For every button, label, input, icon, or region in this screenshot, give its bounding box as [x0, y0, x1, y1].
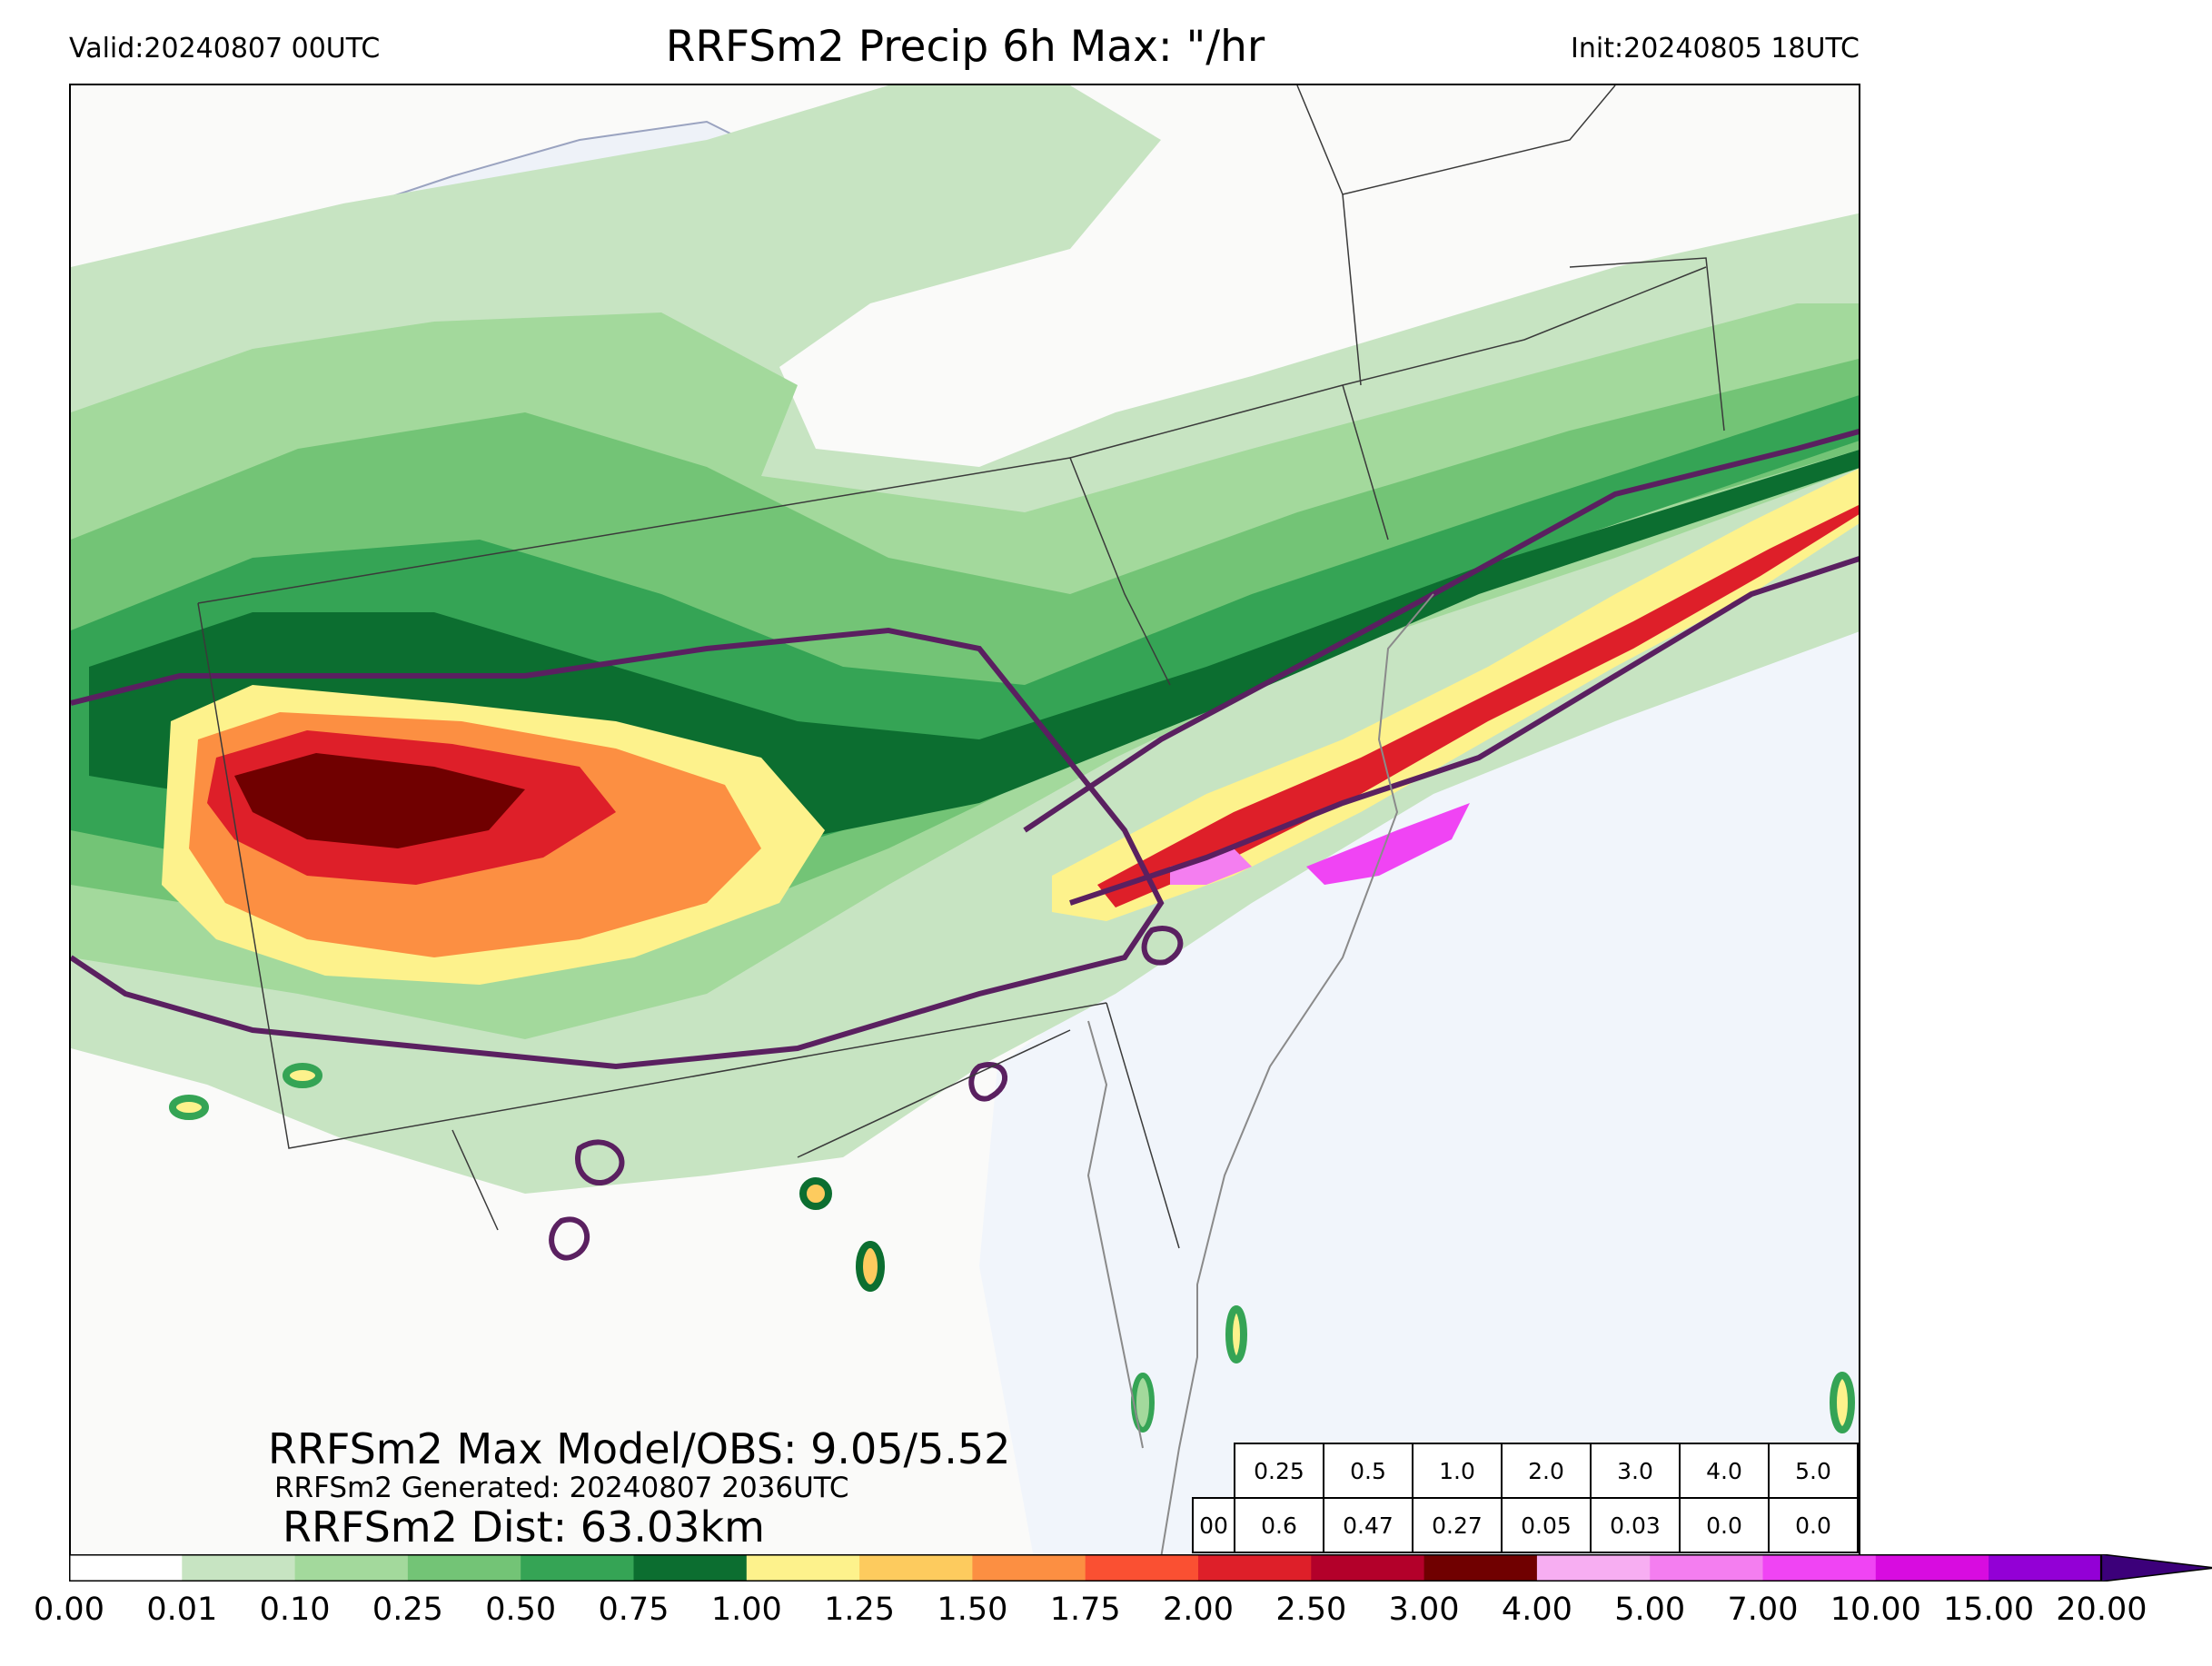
distance-label: RRFSm2 Dist: 63.03km	[283, 1502, 765, 1552]
colorbar-tick-label: 1.50	[937, 1592, 1008, 1628]
generated-label: RRFSm2 Generated: 20240807 2036UTC	[274, 1472, 849, 1504]
value-cell: 0.05	[1501, 1497, 1592, 1553]
colorbar	[69, 1554, 2212, 1582]
cell-4	[1131, 1373, 1155, 1433]
colorbar-segment	[182, 1554, 296, 1582]
cell-7	[283, 1063, 322, 1088]
colorbar-tick-label: 5.00	[1614, 1592, 1686, 1628]
core-east-red	[1097, 504, 1859, 907]
colorbar-segment	[1423, 1554, 1538, 1582]
colorbar-tick-label: 0.01	[146, 1592, 218, 1628]
colorbar-tick-label: 2.50	[1275, 1592, 1347, 1628]
cell-1	[856, 1241, 885, 1292]
colorbar-tick-label: 2.00	[1163, 1592, 1234, 1628]
value-cell: 0.6	[1234, 1497, 1324, 1553]
value-cell: 00	[1192, 1497, 1235, 1553]
max-model-obs-label: RRFSm2 Max Model/OBS: 9.05/5.52	[268, 1424, 1011, 1473]
threshold-cell: 2.0	[1501, 1443, 1592, 1499]
cell-2	[1225, 1305, 1247, 1364]
core-east-magenta-2	[1170, 848, 1252, 885]
colorbar-segment	[1875, 1554, 1989, 1582]
colorbar-segment	[972, 1554, 1086, 1582]
colorbar-tick-label: 10.00	[1830, 1592, 1921, 1628]
colorbar-tick-label: 1.25	[824, 1592, 896, 1628]
colorbar-segment	[859, 1554, 973, 1582]
value-cell: 0.03	[1590, 1497, 1681, 1553]
state-borders	[197, 85, 1725, 1249]
colorbar-segment	[69, 1554, 183, 1582]
colorbar-tick-label: 0.50	[485, 1592, 557, 1628]
colorbar-tick-label: 20.00	[2056, 1592, 2148, 1628]
colorbar-segment	[1198, 1554, 1312, 1582]
colorbar-segment	[1650, 1554, 1763, 1582]
core-west-dark	[234, 753, 525, 848]
map-title: RRFSm2 Precip 6h Max: "/hr	[665, 22, 1265, 72]
colorbar-segment	[1085, 1554, 1199, 1582]
colorbar-extend-arrow	[2100, 1554, 2212, 1582]
threshold-row: 0.25 0.5 1.0 2.0 3.0 4.0 5.0	[1234, 1443, 1859, 1499]
threshold-cell: 0.5	[1323, 1443, 1413, 1499]
cell-3	[1830, 1372, 1855, 1433]
threshold-cell: 4.0	[1679, 1443, 1770, 1499]
value-cell: 0.0	[1768, 1497, 1859, 1553]
cell-5	[799, 1177, 832, 1210]
value-cell: 0.47	[1323, 1497, 1413, 1553]
threshold-cell: 5.0	[1768, 1443, 1859, 1499]
threshold-cell: 1.0	[1412, 1443, 1503, 1499]
colorbar-tick-label: 0.10	[259, 1592, 331, 1628]
colorbar-tick-label: 1.75	[1049, 1592, 1121, 1628]
chesapeake-bay	[1086, 1020, 1144, 1449]
value-cell: 0.0	[1679, 1497, 1770, 1553]
colorbar-segment	[1762, 1554, 1877, 1582]
coastline	[1160, 593, 1434, 1554]
precip-map[interactable]	[69, 84, 1860, 1556]
cell-6	[169, 1095, 209, 1120]
colorbar-segment	[1311, 1554, 1425, 1582]
colorbar-segment	[1989, 1554, 2102, 1582]
colorbar-segment	[633, 1554, 748, 1582]
colorbar-segment	[746, 1554, 860, 1582]
colorbar-tick-label: 3.00	[1388, 1592, 1460, 1628]
map-canvas	[71, 85, 1859, 1554]
colorbar-tick-label: 0.00	[34, 1592, 104, 1628]
value-row: 00 0.6 0.47 0.27 0.05 0.03 0.0 0.0	[1192, 1497, 1859, 1553]
threshold-cell: 0.25	[1234, 1443, 1324, 1499]
init-time-label: Init:20240805 18UTC	[1571, 33, 1860, 64]
core-east-magenta	[1306, 803, 1470, 885]
value-cell: 0.27	[1412, 1497, 1503, 1553]
colorbar-segment	[294, 1554, 409, 1582]
colorbar-tick-label: 0.25	[372, 1592, 443, 1628]
colorbar-tick-label: 4.00	[1501, 1592, 1572, 1628]
valid-time-label: Valid:20240807 00UTC	[69, 33, 381, 64]
colorbar-tick-label: 1.00	[710, 1592, 782, 1628]
colorbar-tick-label: 15.00	[1942, 1592, 2035, 1628]
colorbar-tick-label: 7.00	[1727, 1592, 1799, 1628]
colorbar-segment	[521, 1554, 634, 1582]
colorbar-segment	[407, 1554, 521, 1582]
colorbar-segment	[1536, 1554, 1651, 1582]
threshold-cell: 3.0	[1590, 1443, 1681, 1499]
colorbar-tick-label: 0.75	[598, 1592, 670, 1628]
